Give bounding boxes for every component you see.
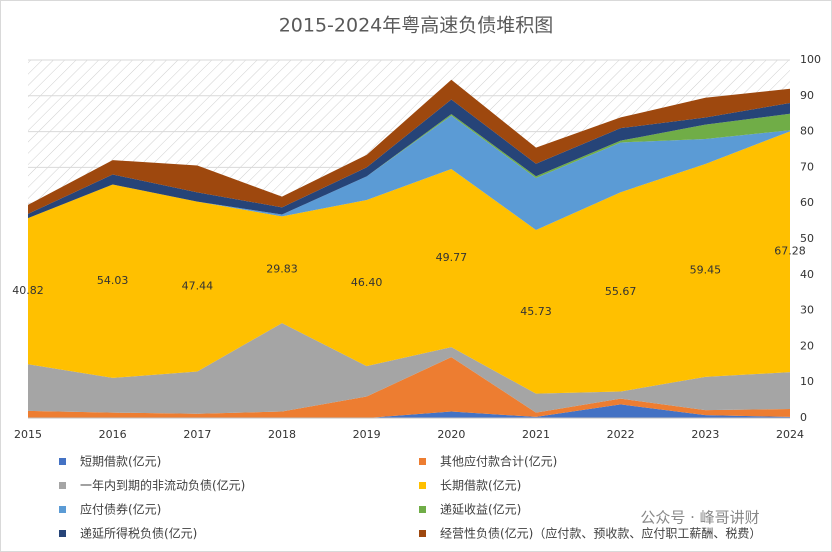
y-tick-label: 40 (800, 268, 814, 281)
data-label: 59.45 (690, 263, 722, 276)
legend-marker (59, 482, 66, 489)
x-tick-label: 2024 (776, 428, 804, 441)
legend-label: 一年内到期的非流动负债(亿元) (80, 478, 245, 493)
x-tick-label: 2023 (691, 428, 719, 441)
area (28, 131, 790, 394)
legend-label: 应付债券(亿元) (80, 502, 161, 517)
area (28, 404, 790, 418)
data-label: 45.73 (520, 305, 552, 318)
legend-marker (419, 506, 426, 513)
chart-title: 2015-2024年粤高速负债堆积图 (279, 15, 554, 37)
data-label: 55.67 (605, 285, 637, 298)
data-label: 67.28 (774, 245, 806, 258)
data-label: 47.44 (182, 280, 214, 293)
legend-marker (419, 458, 426, 465)
x-tick-label: 2022 (607, 428, 635, 441)
y-tick-label: 30 (800, 304, 814, 317)
data-label: 46.40 (351, 276, 383, 289)
legend-label: 递延所得税负债(亿元) (80, 526, 197, 541)
legend-marker (419, 482, 426, 489)
data-label: 54.03 (97, 274, 129, 287)
y-tick-label: 80 (800, 125, 814, 138)
legend-marker (59, 506, 66, 513)
x-tick-label: 2020 (437, 428, 465, 441)
x-tick-label: 2015 (14, 428, 42, 441)
y-tick-label: 20 (800, 339, 814, 352)
legend-label: 长期借款(亿元) (440, 478, 521, 493)
x-tick-label: 2019 (353, 428, 381, 441)
y-tick-label: 90 (800, 89, 814, 102)
y-tick-label: 0 (800, 411, 807, 424)
legend-label: 其他应付款合计(亿元) (440, 454, 557, 469)
x-tick-label: 2016 (99, 428, 127, 441)
area (28, 113, 790, 219)
x-tick-label: 2017 (183, 428, 211, 441)
x-tick-label: 2018 (268, 428, 296, 441)
data-label: 40.82 (12, 284, 44, 297)
area (28, 115, 790, 230)
legend-label: 递延收益(亿元) (440, 502, 521, 517)
x-tick-label: 2021 (522, 428, 550, 441)
legend-marker (59, 530, 66, 537)
area (28, 323, 790, 414)
legend-marker (59, 458, 66, 465)
legend-label: 短期借款(亿元) (80, 454, 161, 469)
y-tick-label: 50 (800, 232, 814, 245)
y-tick-label: 60 (800, 196, 814, 209)
watermark: 公众号 · 峰哥讲财 (640, 509, 759, 527)
legend-marker (419, 530, 426, 537)
area (28, 357, 790, 418)
y-tick-label: 10 (800, 375, 814, 388)
y-tick-label: 70 (800, 160, 814, 173)
data-label: 49.77 (436, 251, 468, 264)
y-tick-label: 100 (800, 53, 821, 66)
legend-label: 经营性负债(亿元)（应付款、预收款、应付职工薪酬、税费） (440, 526, 761, 541)
data-label: 29.83 (266, 263, 298, 276)
area (28, 79, 790, 214)
